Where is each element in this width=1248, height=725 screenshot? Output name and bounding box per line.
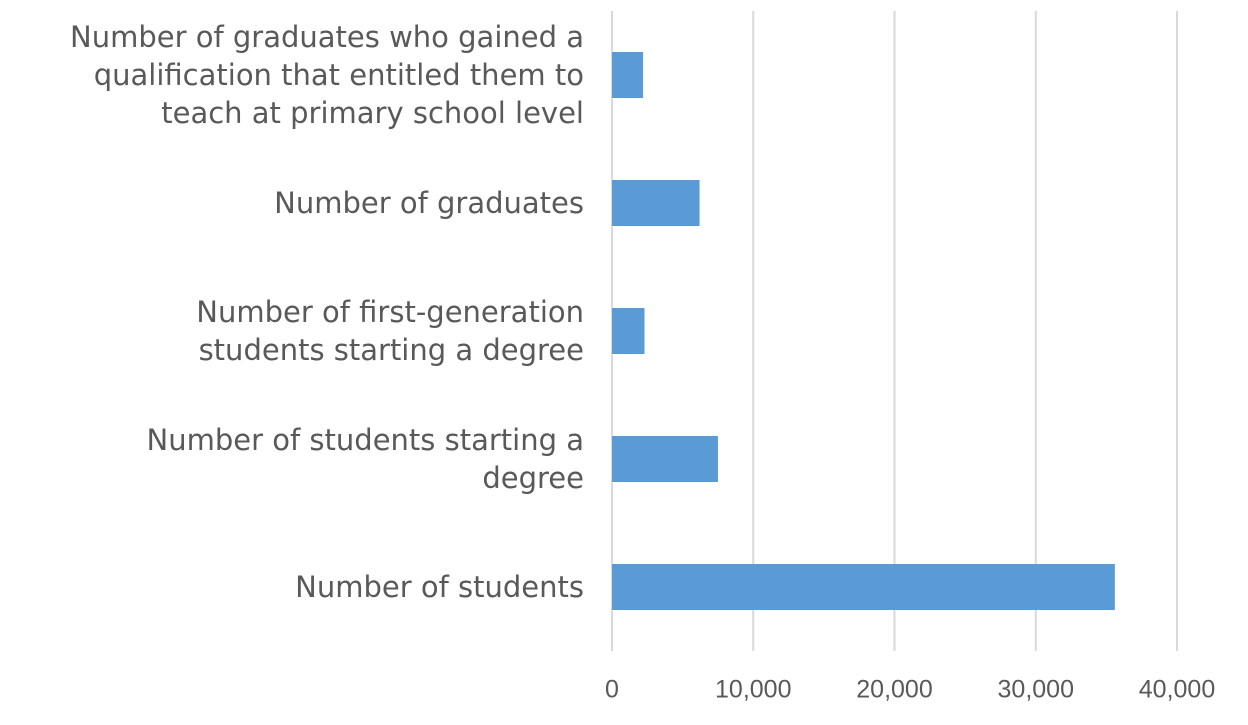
x-tick-label: 30,000 bbox=[998, 676, 1074, 704]
bar bbox=[612, 436, 718, 482]
y-tick-label: Number of graduates who gained a qualifi… bbox=[70, 20, 584, 130]
x-tick-label: 20,000 bbox=[856, 676, 932, 704]
bar bbox=[612, 564, 1115, 610]
y-tick-label: Number of first-generation students star… bbox=[196, 295, 584, 367]
x-tick-label: 40,000 bbox=[1139, 676, 1215, 704]
bar bbox=[612, 52, 644, 98]
y-tick-label: Number of graduates bbox=[274, 186, 584, 220]
x-tick-label: 10,000 bbox=[715, 676, 791, 704]
y-tick-label: Number of students starting a degree bbox=[146, 423, 584, 495]
x-tick-label: 0 bbox=[605, 676, 619, 704]
bar bbox=[612, 308, 645, 354]
y-tick-label: Number of students bbox=[295, 570, 584, 604]
bar bbox=[612, 180, 700, 226]
